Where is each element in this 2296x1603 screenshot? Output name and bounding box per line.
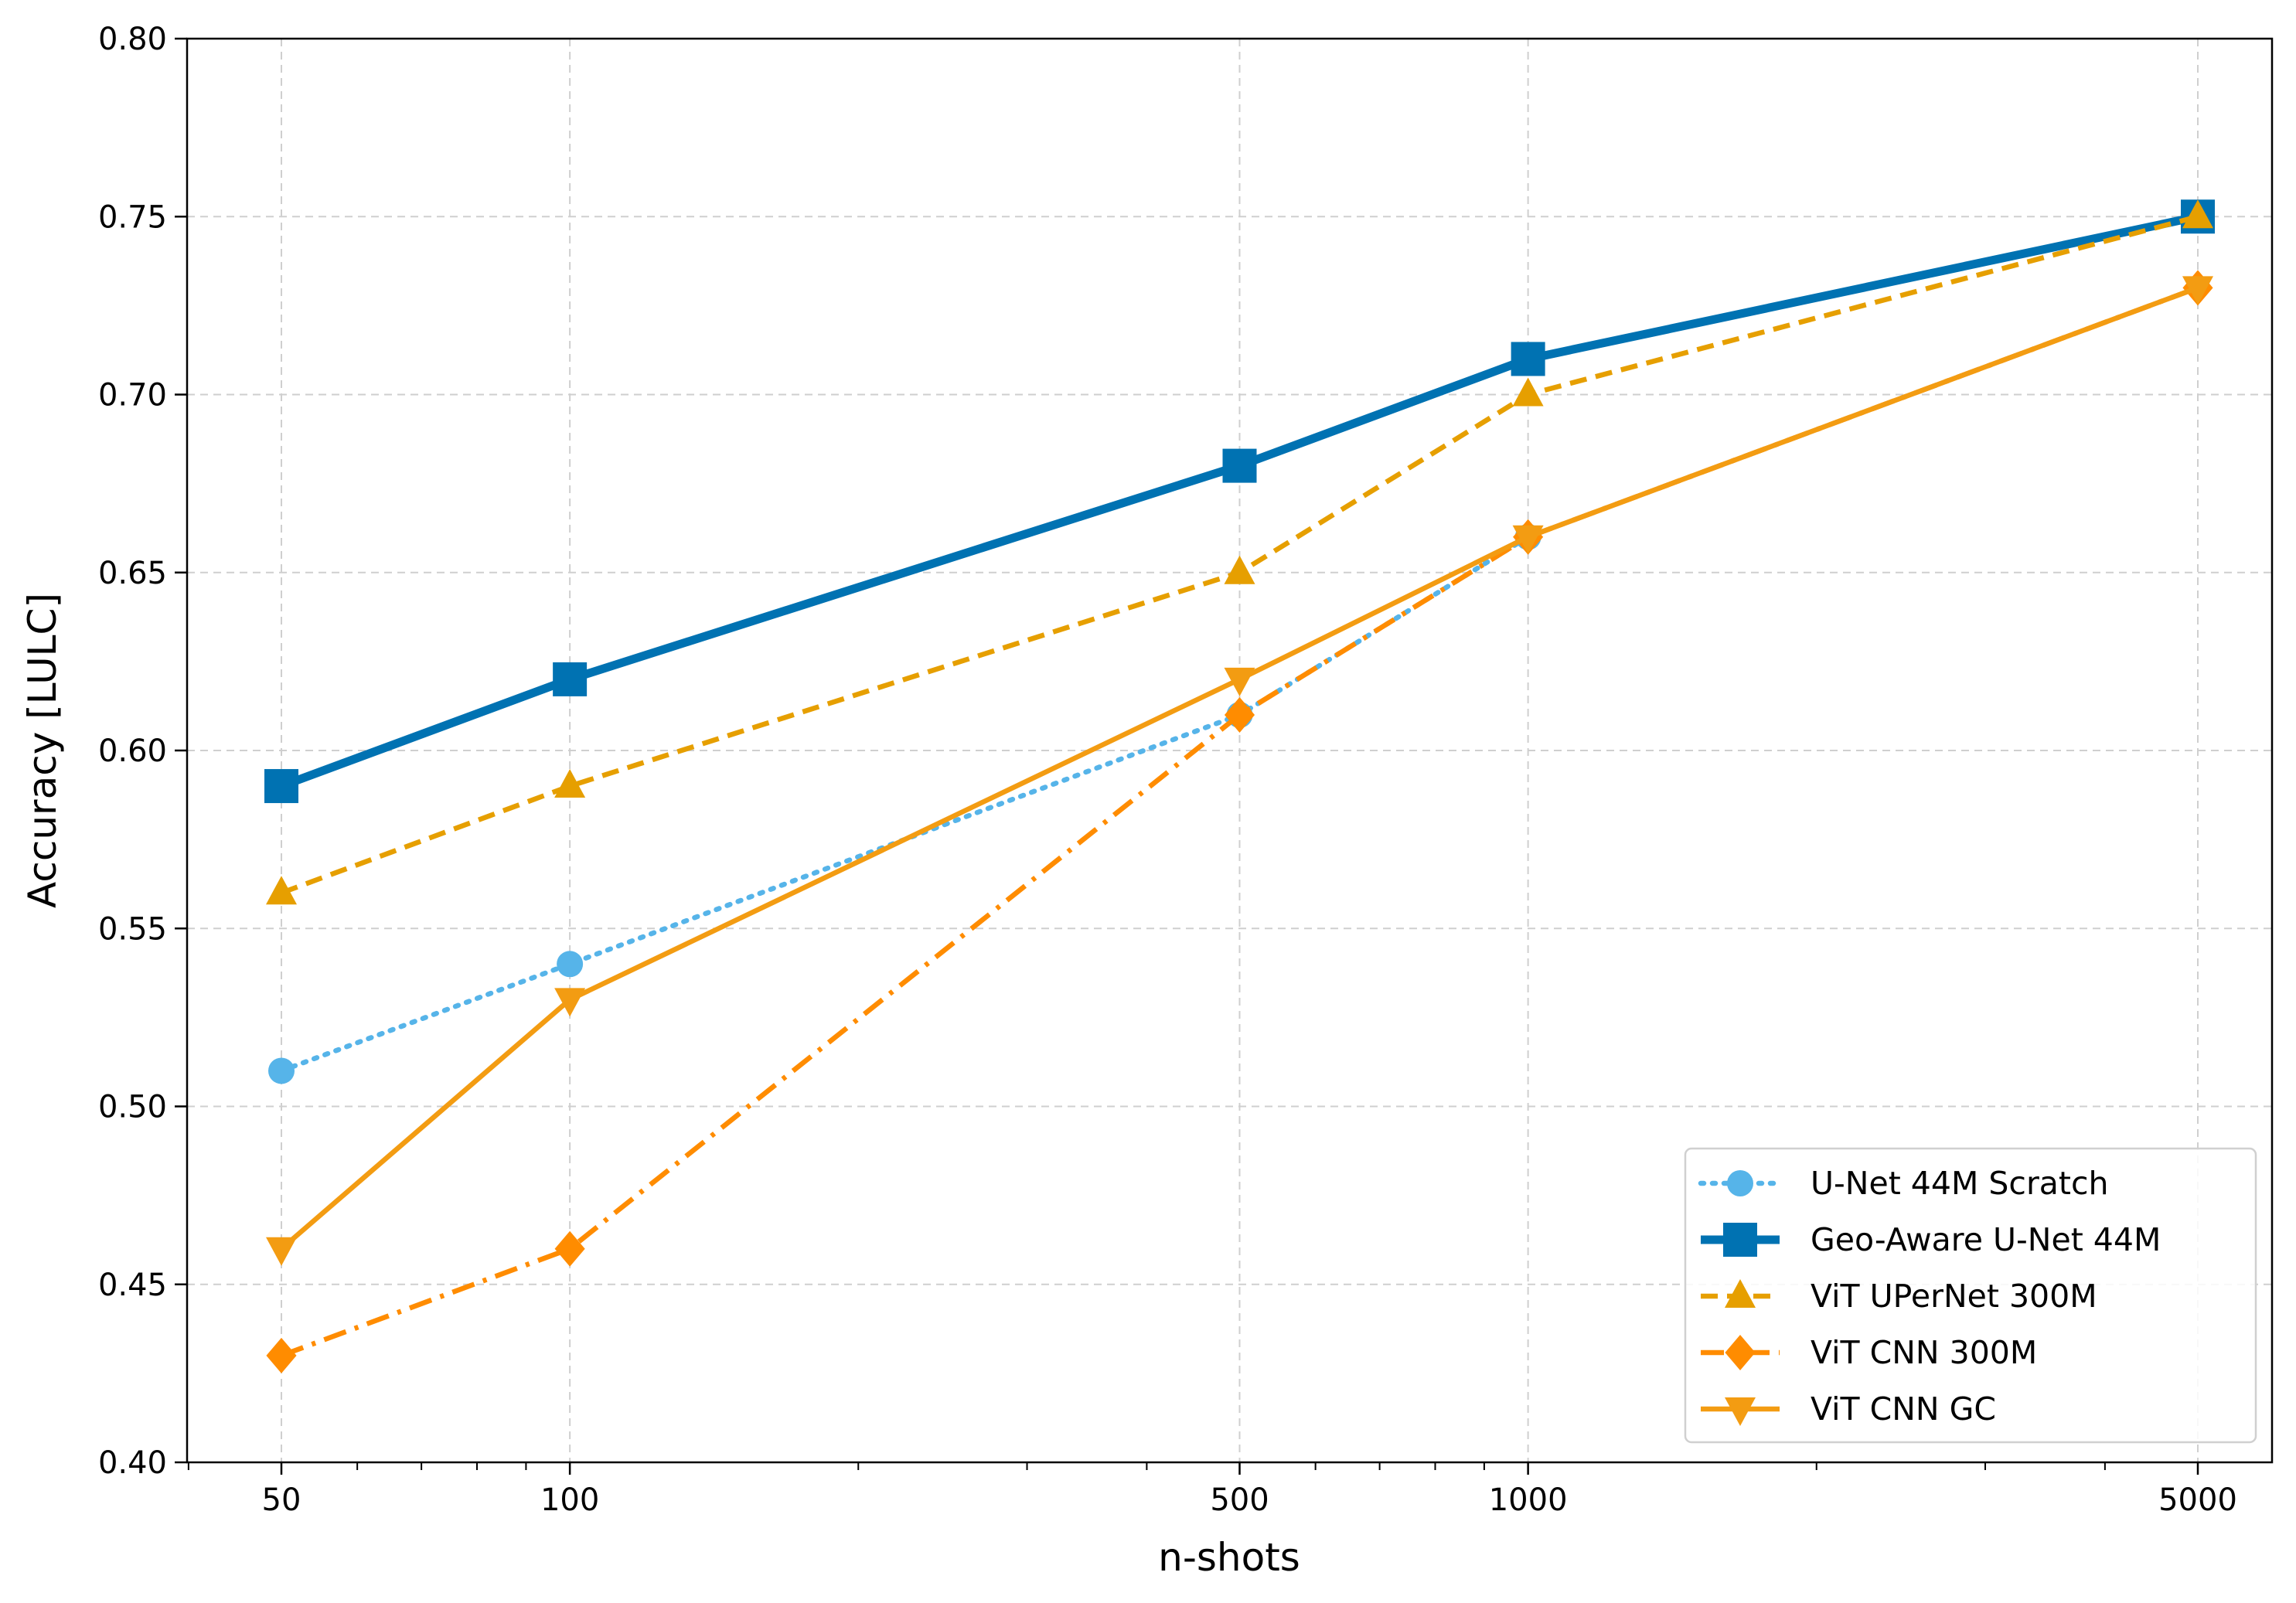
legend-marker [1727, 1170, 1753, 1196]
data-point [554, 1230, 585, 1267]
legend-label: ViT CNN GC [1811, 1390, 1996, 1428]
series-vit-upernet-300m [266, 199, 2213, 905]
data-point [268, 1057, 295, 1084]
y-tick-label: 0.45 [98, 1268, 167, 1303]
x-tick-label: 100 [540, 1482, 599, 1518]
legend-label: ViT UPerNet 300M [1811, 1278, 2097, 1315]
legend-marker [1723, 1223, 1757, 1257]
y-tick-label: 0.70 [98, 378, 167, 414]
data-point [554, 769, 586, 798]
data-point [2182, 199, 2213, 229]
series-lines [264, 199, 2215, 1373]
x-tick-label: 50 [262, 1482, 301, 1518]
y-tick-label: 0.55 [98, 911, 167, 947]
data-point [1224, 555, 1255, 584]
data-point [1511, 342, 1545, 376]
y-tick-label: 0.40 [98, 1445, 167, 1481]
data-point [2182, 276, 2213, 305]
legend-marker [1725, 1279, 1756, 1308]
legend-item: ViT CNN 300M [1701, 1334, 2037, 1371]
data-point [266, 1237, 297, 1266]
data-point [1512, 525, 1544, 554]
legend-item: U-Net 44M Scratch [1698, 1165, 2109, 1202]
legend-marker [1725, 1397, 1756, 1426]
x-tick-label: 5000 [2158, 1482, 2237, 1518]
data-point [1224, 667, 1255, 696]
legend-marker [1725, 1335, 1756, 1370]
y-tick-label: 0.50 [98, 1090, 167, 1125]
legend-label: U-Net 44M Scratch [1811, 1165, 2109, 1202]
minor-ticks [187, 1462, 2106, 1470]
series-geo-aware-u-net-44m [264, 199, 2215, 804]
data-point [266, 1337, 297, 1373]
data-point [1224, 696, 1255, 733]
grid [187, 39, 2272, 1462]
x-tick-label: 1000 [1489, 1482, 1568, 1518]
data-point [1512, 377, 1544, 407]
x-axis-label: n-shots [1158, 1535, 1300, 1580]
series-vit-cnn-gc [266, 276, 2213, 1266]
y-axis-label: Accuracy [LULC] [20, 593, 65, 908]
y-tick-label: 0.75 [98, 199, 167, 235]
legend-label: ViT CNN 300M [1811, 1334, 2037, 1371]
data-point [554, 988, 586, 1017]
legend: U-Net 44M Scratch Geo-Aware U-Net 44M ViT … [1684, 1147, 2257, 1444]
data-point [1222, 448, 1257, 483]
data-point [557, 951, 584, 978]
legend-item: Geo-Aware U-Net 44M [1701, 1221, 2161, 1258]
axis-ticks: 0.40 0.45 0.50 0.55 0.60 0.65 0.70 0.75 0.80 50 10… [98, 22, 2237, 1518]
y-tick-label: 0.60 [98, 733, 167, 769]
data-point [264, 769, 298, 804]
legend-label: Geo-Aware U-Net 44M [1811, 1221, 2161, 1258]
y-tick-label: 0.80 [98, 22, 167, 57]
legend-box [1684, 1147, 2257, 1444]
data-point [266, 876, 297, 905]
y-tick-label: 0.65 [98, 556, 167, 591]
data-point [553, 662, 588, 696]
legend-item: ViT UPerNet 300M [1701, 1278, 2097, 1315]
legend-item: ViT CNN GC [1701, 1390, 1996, 1428]
x-tick-label: 500 [1210, 1482, 1269, 1518]
